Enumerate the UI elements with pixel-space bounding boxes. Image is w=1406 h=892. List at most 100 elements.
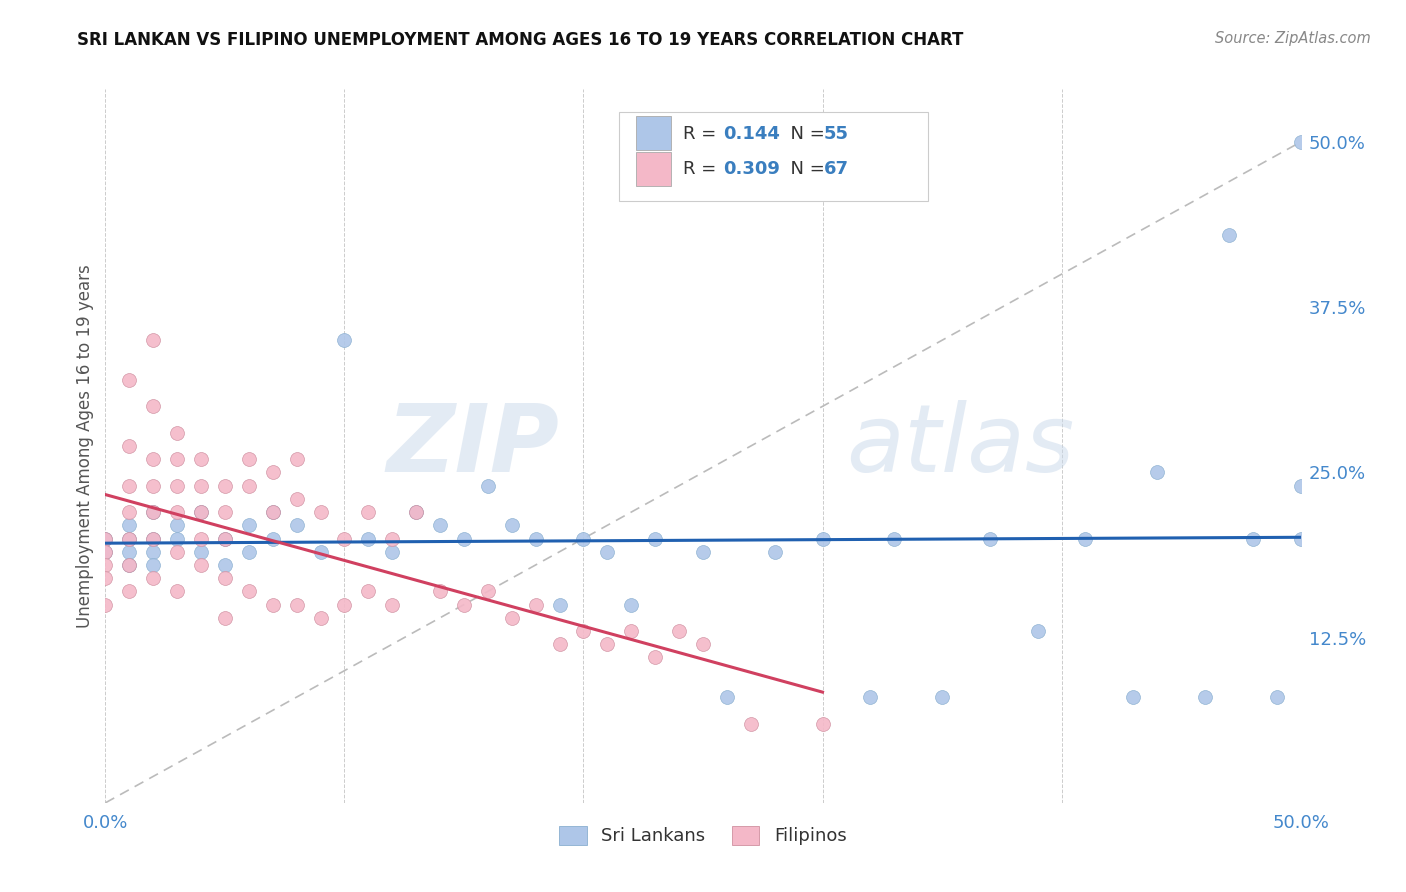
- Point: [285, 452, 308, 467]
- Point: [429, 584, 451, 599]
- Point: [524, 532, 547, 546]
- Point: [142, 505, 165, 519]
- Point: [94, 545, 117, 559]
- Point: [142, 478, 165, 492]
- Point: [190, 532, 212, 546]
- Point: [142, 558, 165, 572]
- Point: [333, 532, 356, 546]
- Point: [142, 532, 165, 546]
- Text: ZIP: ZIP: [387, 400, 560, 492]
- Point: [214, 571, 236, 585]
- Point: [262, 598, 284, 612]
- Point: [1074, 532, 1097, 546]
- Point: [238, 545, 260, 559]
- Text: R =: R =: [683, 161, 723, 178]
- Point: [118, 505, 141, 519]
- Point: [166, 425, 188, 440]
- Point: [166, 518, 188, 533]
- Point: [94, 532, 117, 546]
- Point: [381, 532, 404, 546]
- Point: [118, 373, 141, 387]
- Point: [405, 505, 427, 519]
- Text: N =: N =: [779, 125, 831, 143]
- Point: [142, 505, 165, 519]
- Text: Source: ZipAtlas.com: Source: ZipAtlas.com: [1215, 31, 1371, 46]
- Point: [142, 333, 165, 347]
- Point: [94, 558, 117, 572]
- Point: [548, 598, 571, 612]
- Text: SRI LANKAN VS FILIPINO UNEMPLOYMENT AMONG AGES 16 TO 19 YEARS CORRELATION CHART: SRI LANKAN VS FILIPINO UNEMPLOYMENT AMON…: [77, 31, 963, 49]
- Point: [692, 637, 714, 651]
- Point: [262, 532, 284, 546]
- Point: [477, 478, 499, 492]
- Point: [285, 518, 308, 533]
- Point: [1026, 624, 1049, 638]
- Point: [118, 439, 141, 453]
- Point: [381, 545, 404, 559]
- Point: [285, 598, 308, 612]
- Point: [190, 545, 212, 559]
- Point: [572, 624, 595, 638]
- Point: [1218, 227, 1240, 242]
- Point: [118, 584, 141, 599]
- Text: 0.144: 0.144: [723, 125, 779, 143]
- Point: [190, 452, 212, 467]
- Point: [309, 505, 332, 519]
- Point: [1289, 478, 1312, 492]
- Text: atlas: atlas: [846, 401, 1074, 491]
- Text: 55: 55: [824, 125, 849, 143]
- Point: [285, 491, 308, 506]
- Point: [1241, 532, 1264, 546]
- Text: 0.309: 0.309: [723, 161, 779, 178]
- Text: 67: 67: [824, 161, 849, 178]
- Point: [118, 532, 141, 546]
- Point: [190, 505, 212, 519]
- Point: [931, 690, 953, 704]
- Point: [238, 478, 260, 492]
- Point: [1289, 135, 1312, 149]
- Point: [214, 505, 236, 519]
- Point: [357, 505, 380, 519]
- Point: [94, 545, 117, 559]
- Y-axis label: Unemployment Among Ages 16 to 19 years: Unemployment Among Ages 16 to 19 years: [76, 264, 94, 628]
- Text: N =: N =: [779, 161, 831, 178]
- Point: [190, 478, 212, 492]
- Point: [811, 716, 834, 731]
- Point: [214, 532, 236, 546]
- Point: [214, 558, 236, 572]
- Point: [740, 716, 762, 731]
- Point: [118, 558, 141, 572]
- Point: [262, 505, 284, 519]
- Point: [94, 598, 117, 612]
- Point: [716, 690, 738, 704]
- Point: [620, 598, 643, 612]
- Point: [309, 611, 332, 625]
- Point: [190, 558, 212, 572]
- Point: [692, 545, 714, 559]
- Text: R =: R =: [683, 125, 723, 143]
- Point: [333, 333, 356, 347]
- Point: [596, 637, 619, 651]
- Legend: Sri Lankans, Filipinos: Sri Lankans, Filipinos: [551, 817, 855, 855]
- Point: [262, 466, 284, 480]
- Point: [1122, 690, 1144, 704]
- Point: [309, 545, 332, 559]
- Point: [166, 452, 188, 467]
- Point: [118, 518, 141, 533]
- Point: [381, 598, 404, 612]
- Point: [620, 624, 643, 638]
- Point: [118, 532, 141, 546]
- Point: [166, 505, 188, 519]
- Point: [357, 532, 380, 546]
- Point: [94, 571, 117, 585]
- Point: [142, 532, 165, 546]
- Point: [262, 505, 284, 519]
- Point: [1265, 690, 1288, 704]
- Point: [166, 545, 188, 559]
- Point: [501, 611, 523, 625]
- Point: [477, 584, 499, 599]
- Point: [357, 584, 380, 599]
- Point: [190, 505, 212, 519]
- Point: [644, 650, 666, 665]
- Point: [405, 505, 427, 519]
